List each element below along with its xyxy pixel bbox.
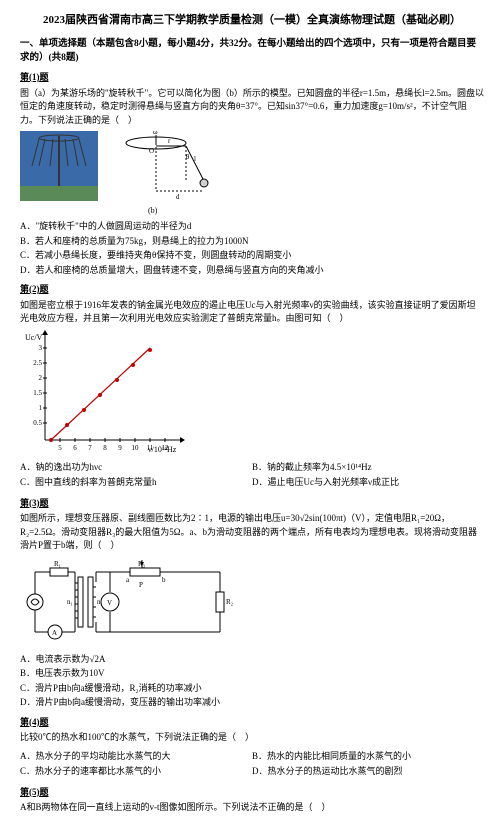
page-title: 2023届陕西省渭南市高三下学期教学质量检测（一模）全真演练物理试题（基础必刷） xyxy=(20,12,484,29)
svg-text:11: 11 xyxy=(147,444,154,452)
svg-text:b: b xyxy=(162,576,166,584)
svg-text:P: P xyxy=(139,581,143,589)
svg-text:6: 6 xyxy=(73,444,77,452)
q3-opt-a: A．电流表示数为√2A xyxy=(20,653,484,667)
svg-text:1.5: 1.5 xyxy=(33,389,42,397)
svg-text:ω: ω xyxy=(153,131,158,136)
svg-text:R₁: R₁ xyxy=(54,560,61,568)
q3-opt-b: B．电压表示数为10V xyxy=(20,667,484,681)
q2-opt-b: B．钠的截止频率为4.5×10¹⁴Hz xyxy=(252,461,484,475)
svg-text:9: 9 xyxy=(118,444,122,452)
q3-options: A．电流表示数为√2A B．电压表示数为10V C．滑片P由b向a缓慢滑动，R₂… xyxy=(20,653,484,710)
svg-text:n₁: n₁ xyxy=(67,598,73,606)
q1-opt-a: A．"旋转秋千"中的人做圆周运动的半径为d xyxy=(20,220,484,234)
q2-chart: Uc/V ν/10¹⁴Hz 0.5 1 1.5 2 2.5 3 5 6 7 8 … xyxy=(20,330,484,460)
svg-text:V: V xyxy=(107,599,112,607)
svg-text:l: l xyxy=(194,155,196,163)
section-a-heading: 一、单项选择题（本题包含8小题，每小题4分，共32分。在每小题给出的四个选项中，… xyxy=(20,37,484,66)
svg-text:a: a xyxy=(126,576,130,584)
svg-text:7: 7 xyxy=(88,444,92,452)
svg-text:3: 3 xyxy=(39,344,43,352)
q3-opt-c: C．滑片P由b向a缓慢滑动，R₂消耗的功率减小 xyxy=(20,682,484,696)
q4-opt-d: D．热水分子的热运动比水蒸气的剧烈 xyxy=(252,765,484,779)
q1-options: A．"旋转秋千"中的人做圆周运动的半径为d B．若人和座椅的总质量为75kg，则… xyxy=(20,220,484,277)
svg-text:d: d xyxy=(176,193,180,201)
svg-text:Uc/V: Uc/V xyxy=(25,333,43,342)
svg-text:θ: θ xyxy=(186,153,190,161)
svg-text:O: O xyxy=(149,147,154,155)
svg-text:R₂: R₂ xyxy=(226,598,234,606)
svg-text:12: 12 xyxy=(162,444,170,452)
svg-text:2: 2 xyxy=(39,374,43,382)
q5-text: A和B两物体在同一直线上运动的v-t图像如图所示。下列说法不正确的是（ ） xyxy=(20,801,484,815)
q3-text: 如图所示，理想变压器原、副线圈匝数比为2∶1，电源的输出电压u=30√2sin(… xyxy=(20,512,484,553)
q1-opt-c: C．若减小悬绳长度，要维持夹角θ保持不变，则圆盘转动的周期变小 xyxy=(20,249,484,263)
q2-opt-d: D．遏止电压Uc与入射光频率ν成正比 xyxy=(252,476,484,490)
q2-opt-a: A．钠的逸出功为hνc xyxy=(20,461,252,475)
q2-options: A．钠的逸出功为hνc B．钠的截止频率为4.5×10¹⁴Hz C．图中直线的斜… xyxy=(20,460,484,491)
q4-text: 比较0℃的热水和100℃的水蒸气，下列说法正确的是（ ） xyxy=(20,731,484,745)
q4-opt-a: A．热水分子的平均动能比水蒸气的大 xyxy=(20,750,252,764)
q1-label: 第(1)题 xyxy=(20,71,484,85)
svg-text:(b): (b) xyxy=(148,206,158,215)
svg-text:10: 10 xyxy=(132,444,140,452)
q1-figures: (a) ω O r l θ d (b) xyxy=(20,131,484,216)
q3-opt-d: D．滑片P由b向a缓慢滑动，变压器的输出功率减小 xyxy=(20,696,484,710)
q3-circuit: R₁ A n₁ n₂ R₃ a b R₂ xyxy=(20,557,484,652)
q2-opt-c: C．图中直线的斜率为普朗克常量h xyxy=(20,476,252,490)
q2-text: 如图是密立根于1916年发表的钠金属光电效应的遏止电压Uc与入射光频率ν的实验曲… xyxy=(20,299,484,326)
q5-label: 第(5)题 xyxy=(20,786,484,800)
svg-text:0.5: 0.5 xyxy=(33,419,42,427)
q1-opt-b: B．若人和座椅的总质量为75kg，则悬绳上的拉力为1000N xyxy=(20,235,484,249)
svg-text:1: 1 xyxy=(39,404,43,412)
q1-fig-b-diagram: ω O r l θ d (b) xyxy=(106,131,216,216)
svg-text:8: 8 xyxy=(103,444,107,452)
q4-opt-c: C．热水分子的速率都比水蒸气的小 xyxy=(20,765,252,779)
q3-label: 第(3)题 xyxy=(20,497,484,511)
q4-label: 第(4)题 xyxy=(20,716,484,730)
q2-label: 第(2)题 xyxy=(20,283,484,297)
q1-opt-d: D．若人和座椅的总质量增大，圆盘转速不变，则悬绳与竖直方向的夹角减小 xyxy=(20,264,484,278)
q4-opt-b: B．热水的内能比相同质量的水蒸气的小 xyxy=(252,750,484,764)
q1-fig-a-photo: (a) xyxy=(20,131,98,201)
svg-text:2.5: 2.5 xyxy=(33,359,42,367)
svg-text:A: A xyxy=(52,629,57,637)
svg-text:5: 5 xyxy=(58,444,62,452)
q1-text: 图（a）为某游乐场的"旋转秋千"。它可以简化为图（b）所示的模型。已知圆盘的半径… xyxy=(20,87,484,128)
q4-options: A．热水分子的平均动能比水蒸气的大 B．热水的内能比相同质量的水蒸气的小 C．热… xyxy=(20,749,484,780)
